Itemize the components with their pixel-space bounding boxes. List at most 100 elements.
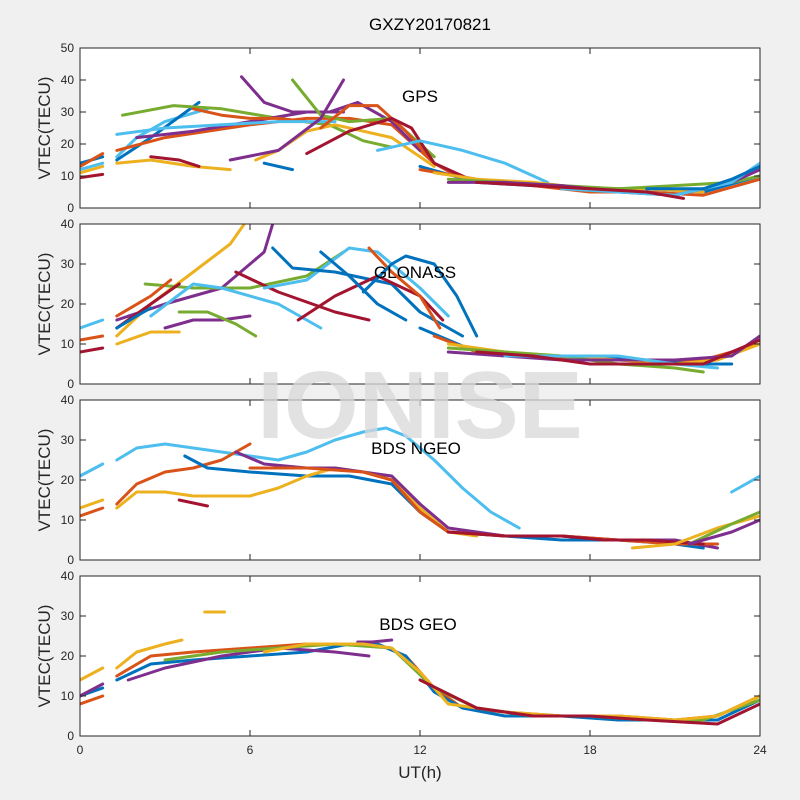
y-tick-label: 20 bbox=[61, 649, 75, 663]
y-tick-label: 10 bbox=[61, 689, 75, 703]
series-line bbox=[177, 310, 258, 338]
y-tick-label: 30 bbox=[61, 257, 75, 271]
series-line bbox=[418, 678, 760, 726]
axes-background bbox=[80, 400, 760, 560]
series-line bbox=[228, 78, 345, 162]
series-line bbox=[687, 510, 760, 546]
axes-background bbox=[80, 48, 760, 208]
series-line bbox=[234, 270, 371, 322]
axes-background bbox=[80, 224, 760, 384]
y-tick-label: 10 bbox=[61, 337, 75, 351]
y-tick-label: 40 bbox=[61, 217, 75, 231]
series-line bbox=[80, 161, 105, 172]
series-line bbox=[115, 306, 153, 330]
panel-bds-ngeo: 0 10 20 30 40 VTEC(TECU) BDS NGEO bbox=[35, 393, 761, 567]
series-line bbox=[80, 506, 105, 518]
y-tick-label: 40 bbox=[61, 393, 75, 407]
panel-bds-geo: 0 10 20 30 40 0 6 12 18 24 VTEC(TECU) BDS GEO bbox=[35, 569, 767, 757]
series-line bbox=[80, 152, 105, 168]
y-axis-label: VTEC(TECU) bbox=[35, 429, 54, 532]
series-line bbox=[80, 172, 105, 180]
y-tick-label: 20 bbox=[61, 473, 75, 487]
y-tick-label: 0 bbox=[67, 201, 74, 215]
y-tick-label: 30 bbox=[61, 609, 75, 623]
x-axis-label: UT(h) bbox=[398, 763, 441, 782]
series-line bbox=[356, 638, 394, 644]
x-tick-label: 6 bbox=[247, 743, 254, 757]
series-line bbox=[80, 498, 105, 510]
series-line bbox=[115, 466, 479, 538]
series-line bbox=[730, 474, 760, 494]
series-line bbox=[319, 250, 408, 322]
y-tick-label: 0 bbox=[67, 377, 74, 391]
panel-label: BDS NGEO bbox=[371, 439, 461, 458]
y-tick-label: 0 bbox=[67, 729, 74, 743]
series-group bbox=[80, 426, 760, 550]
series-line bbox=[262, 246, 450, 318]
panel-gps: 0 10 20 30 40 50 VTEC(TECU) GPS bbox=[35, 41, 761, 215]
panel-glonass: 0 10 20 30 40 VTEC(TECU) GLONASS bbox=[35, 217, 761, 391]
series-line bbox=[80, 334, 105, 342]
series-line bbox=[80, 694, 105, 706]
panel-label: BDS GEO bbox=[379, 615, 456, 634]
series-line bbox=[191, 107, 309, 124]
series-line bbox=[240, 75, 422, 152]
series-line bbox=[80, 346, 105, 354]
y-tick-label: 40 bbox=[61, 73, 75, 87]
series-line bbox=[115, 120, 337, 136]
series-line bbox=[271, 246, 464, 338]
x-tick-label: 18 bbox=[583, 743, 597, 757]
series-line bbox=[115, 158, 232, 172]
series-group bbox=[80, 224, 760, 374]
y-tick-label: 20 bbox=[61, 137, 75, 151]
series-group bbox=[80, 610, 760, 726]
figure-title: GXZY20170821 bbox=[369, 15, 491, 34]
panels: 0 10 20 30 40 50 VTEC(TECU) GPS 0 10 20 30 40 VTEC(TE… bbox=[35, 41, 767, 757]
x-tick-label: 24 bbox=[753, 743, 767, 757]
series-line bbox=[475, 338, 760, 366]
y-axis-label: VTEC(TECU) bbox=[35, 605, 54, 708]
y-tick-label: 10 bbox=[61, 169, 75, 183]
series-line bbox=[149, 155, 201, 168]
y-tick-label: 20 bbox=[61, 297, 75, 311]
y-tick-label: 50 bbox=[61, 41, 75, 55]
series-line bbox=[361, 254, 479, 338]
series-group bbox=[80, 75, 760, 200]
series-line bbox=[80, 318, 105, 330]
series-line bbox=[80, 666, 105, 682]
series-line bbox=[446, 530, 705, 546]
series-line bbox=[376, 139, 549, 184]
series-line bbox=[80, 164, 105, 175]
series-line bbox=[163, 314, 252, 330]
y-tick-label: 30 bbox=[61, 105, 75, 119]
series-line bbox=[177, 498, 209, 508]
series-line bbox=[687, 518, 760, 546]
series-line bbox=[115, 100, 201, 162]
panel-label: GPS bbox=[402, 87, 438, 106]
y-tick-label: 10 bbox=[61, 513, 75, 527]
x-tick-label: 0 bbox=[77, 743, 84, 757]
series-line bbox=[149, 282, 323, 330]
series-line bbox=[80, 462, 105, 478]
series-line bbox=[115, 278, 173, 318]
axes-background bbox=[80, 576, 760, 736]
series-line bbox=[645, 164, 760, 191]
series-line bbox=[115, 426, 521, 530]
series-line bbox=[262, 161, 294, 172]
panel-label: GLONASS bbox=[374, 263, 456, 282]
y-tick-label: 40 bbox=[61, 569, 75, 583]
series-line bbox=[115, 330, 181, 346]
series-line bbox=[80, 682, 105, 698]
y-axis-label: VTEC(TECU) bbox=[35, 77, 54, 180]
watermark: IONISE bbox=[257, 352, 582, 459]
x-tick-label: 12 bbox=[413, 743, 427, 757]
series-line bbox=[367, 246, 442, 330]
series-line bbox=[115, 442, 252, 506]
y-tick-label: 30 bbox=[61, 433, 75, 447]
series-line bbox=[305, 116, 479, 184]
y-tick-label: 0 bbox=[67, 553, 74, 567]
series-line bbox=[126, 646, 371, 682]
y-axis-label: VTEC(TECU) bbox=[35, 253, 54, 356]
series-line bbox=[475, 180, 685, 200]
